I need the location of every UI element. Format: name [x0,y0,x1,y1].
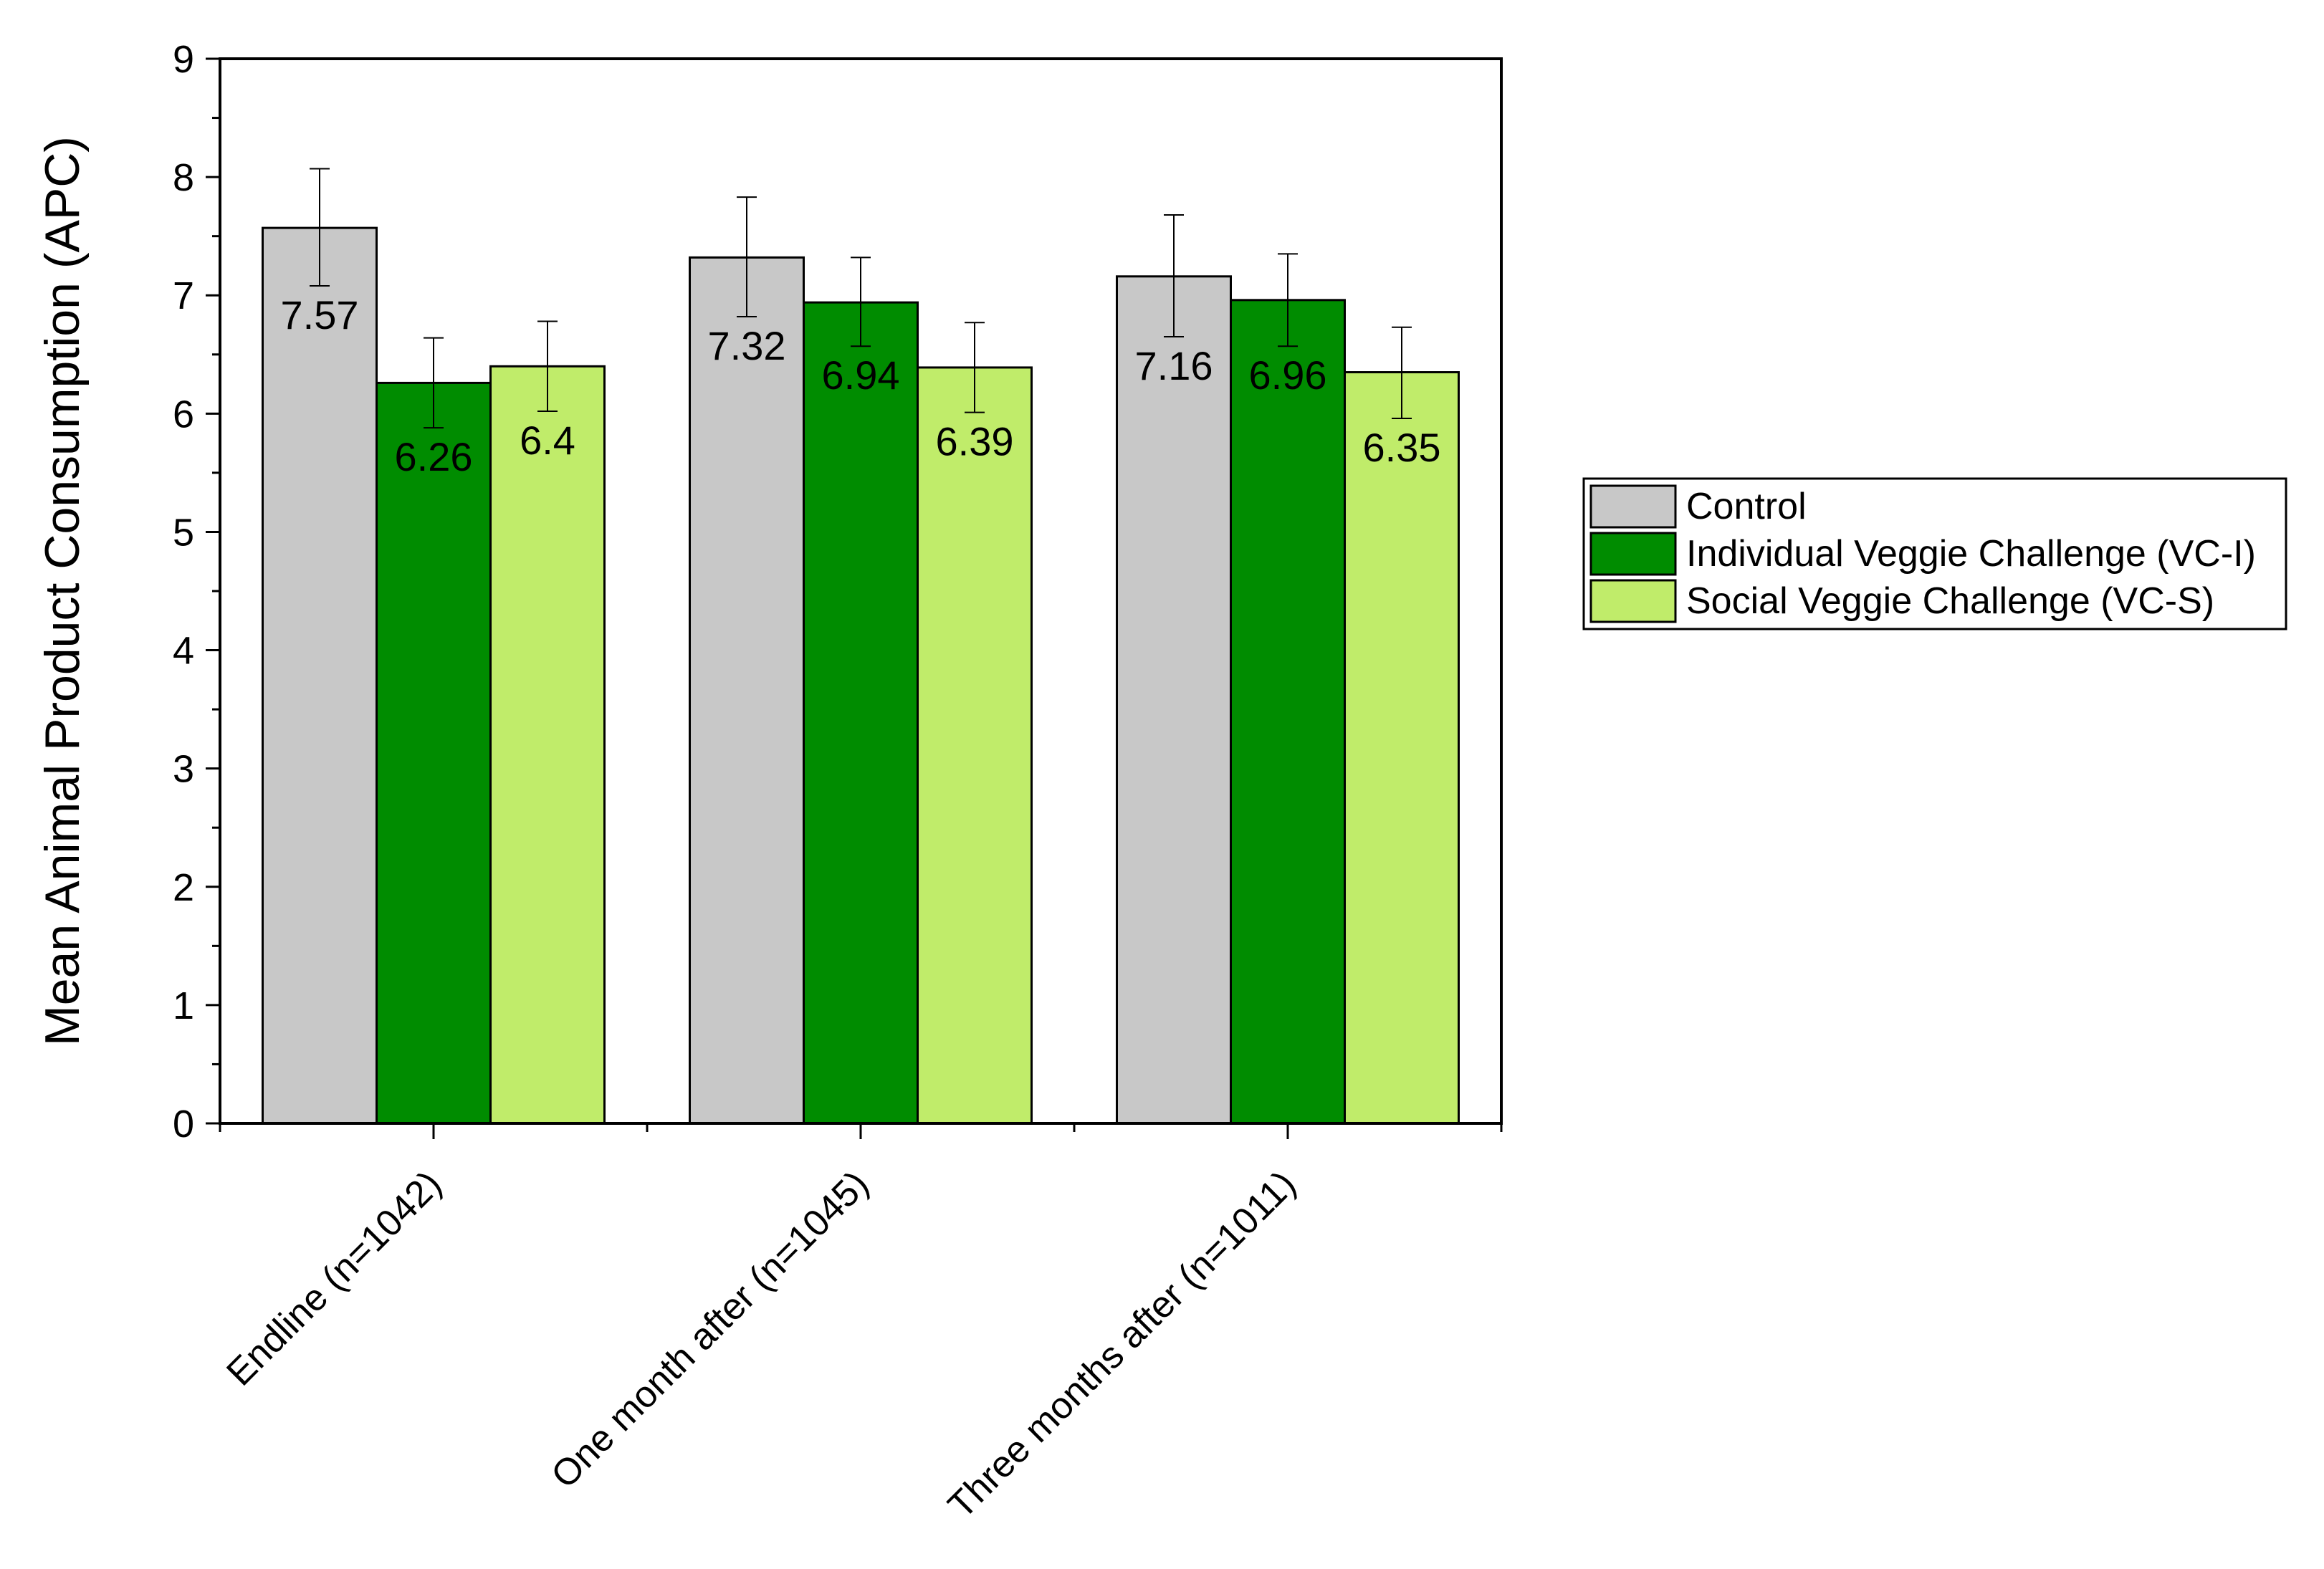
legend-item[interactable]: Control [1589,484,1807,529]
x-tick-label: One month after (n=1045) [543,1163,876,1496]
data-label: 6.35 [1363,425,1441,470]
error-bar [1164,213,1184,338]
data-label: 7.16 [1135,343,1213,388]
data-label: 6.96 [1249,352,1327,398]
y-tick-label: 0 [173,1103,194,1146]
bar-control-1 [689,256,805,1125]
y-tick-label: 7 [173,274,194,317]
y-tick-label: 9 [173,38,194,81]
y-axis: 0 1 2 3 4 5 6 7 8 9 [173,38,220,1146]
error-bar [1392,326,1412,419]
error-bar [851,256,871,347]
bar-individual-veggie-challenge-vc-i--1 [803,301,919,1125]
data-label: 6.4 [520,418,575,463]
error-bar [737,196,757,317]
x-tick-label: Three months after (n=1011) [940,1163,1304,1526]
error-bars-layer [310,168,1412,429]
bar-social-veggie-challenge-vc-s--2 [1344,371,1460,1125]
y-tick-label: 4 [173,630,194,673]
error-bar [1278,253,1298,347]
data-labels-layer: 7.57 6.26 6.4 7.32 6.94 6.39 7.16 6.96 6.35 [281,292,1441,479]
bar-social-veggie-challenge-vc-s--0 [489,365,606,1125]
y-tick-label: 3 [173,748,194,791]
bar-individual-veggie-challenge-vc-i--2 [1230,299,1346,1125]
legend-swatch [1589,484,1677,529]
legend-label: Control [1686,486,1807,527]
legend-swatch [1589,579,1677,623]
error-bar [965,322,985,413]
bar-individual-veggie-challenge-vc-i--0 [376,381,492,1125]
legend-label: Social Veggie Challenge (VC-S) [1686,580,2214,622]
data-label: 6.26 [395,434,473,479]
y-tick-label: 8 [173,156,194,199]
legend[interactable]: Control Individual Veggie Challenge (VC-I… [1582,477,2287,630]
data-label: 7.32 [708,323,786,368]
data-label: 6.39 [936,419,1014,464]
bars-layer [262,226,1460,1125]
bar-control-2 [1116,275,1232,1125]
y-tick-label: 6 [173,393,194,436]
legend-item[interactable]: Individual Veggie Challenge (VC-I) [1589,532,2256,576]
y-axis-title: Mean Animal Product Consumption (APC) [35,136,90,1046]
error-bar [424,337,444,429]
error-bar [310,168,330,287]
x-tick-label: Endline (n=1042) [219,1163,449,1393]
bar-control-0 [262,226,378,1125]
y-tick-label: 5 [173,511,194,554]
data-label: 6.94 [822,352,900,398]
y-tick-label: 2 [173,866,194,909]
legend-item[interactable]: Social Veggie Challenge (VC-S) [1589,579,2214,623]
legend-swatch [1589,532,1677,576]
legend-frame [1582,477,2287,630]
legend-label: Individual Veggie Challenge (VC-I) [1686,533,2256,575]
bar-social-veggie-challenge-vc-s--1 [917,366,1033,1125]
x-axis: Endline (n=1042) One month after (n=1045)… [219,1123,1503,1527]
y-tick-label: 1 [173,984,194,1027]
error-bar [537,320,558,413]
data-label: 7.57 [281,292,359,337]
